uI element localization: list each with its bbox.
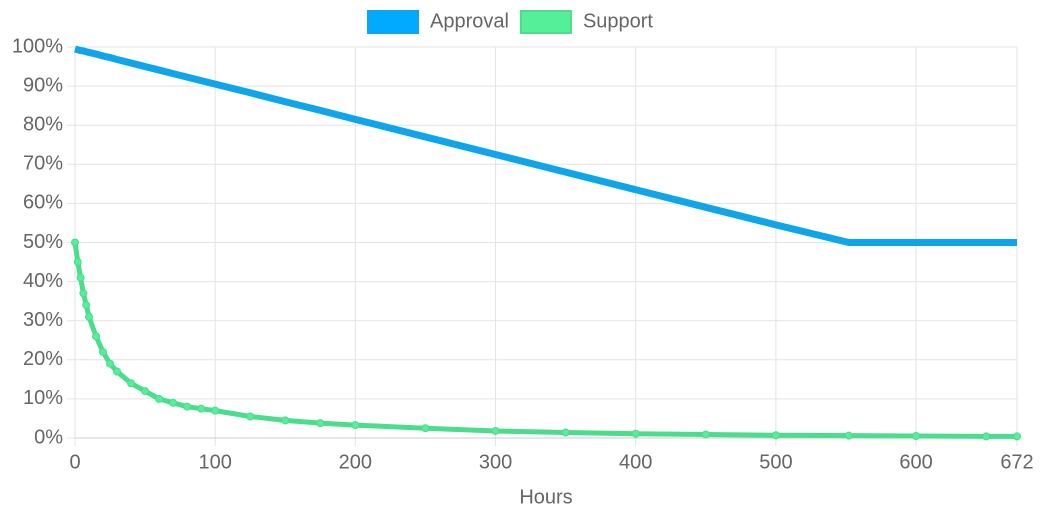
data-point <box>281 416 290 425</box>
y-tick-label: 100% <box>12 35 63 57</box>
data-point <box>631 429 640 438</box>
data-point <box>71 238 79 247</box>
data-point <box>92 332 101 341</box>
y-tick-label: 30% <box>23 309 63 331</box>
data-point <box>79 289 88 298</box>
data-point <box>421 424 430 433</box>
x-tick-label: 100 <box>198 451 231 473</box>
legend-swatch[interactable] <box>367 10 419 34</box>
data-point <box>99 347 108 356</box>
data-point <box>76 273 85 282</box>
x-axis-label: Hours <box>519 486 572 508</box>
data-point <box>1013 432 1021 441</box>
data-point <box>561 428 570 437</box>
data-point <box>73 258 82 267</box>
data-point <box>85 312 94 321</box>
x-tick-label: 300 <box>479 451 512 473</box>
data-point <box>113 367 122 376</box>
legend-label[interactable]: Approval <box>430 10 509 32</box>
data-point <box>982 432 991 441</box>
x-tick-label: 500 <box>759 451 792 473</box>
data-point <box>844 431 853 440</box>
data-point <box>246 412 255 421</box>
y-tick-label: 90% <box>23 74 63 96</box>
data-point <box>197 404 206 413</box>
x-tick-label: 200 <box>339 451 372 473</box>
y-tick-label: 50% <box>23 231 63 253</box>
data-point <box>316 419 325 428</box>
y-tick-label: 60% <box>23 192 63 214</box>
x-tick-label: 400 <box>619 451 652 473</box>
data-point <box>701 430 710 439</box>
data-point <box>169 398 178 407</box>
data-point <box>82 301 91 310</box>
data-point <box>912 432 921 441</box>
legend-label[interactable]: Support <box>583 10 653 32</box>
data-point <box>106 359 115 368</box>
x-tick-label: 672 <box>1000 451 1033 473</box>
legend-swatch[interactable] <box>519 10 572 34</box>
data-point <box>155 394 164 403</box>
data-point <box>211 406 220 415</box>
x-tick-label: 600 <box>899 451 932 473</box>
data-point <box>491 426 500 435</box>
y-tick-label: 20% <box>23 348 63 370</box>
data-point <box>127 379 136 388</box>
x-tick-label: 0 <box>69 451 80 473</box>
y-tick-label: 10% <box>23 387 63 409</box>
y-tick-label: 80% <box>23 113 63 135</box>
data-point <box>141 387 150 396</box>
y-tick-label: 40% <box>23 270 63 292</box>
y-tick-label: 70% <box>23 153 63 175</box>
series-line <box>74 45 1017 246</box>
y-tick-label: 0% <box>34 426 63 448</box>
data-point <box>771 431 780 440</box>
data-point <box>183 402 192 411</box>
data-point <box>351 421 360 430</box>
